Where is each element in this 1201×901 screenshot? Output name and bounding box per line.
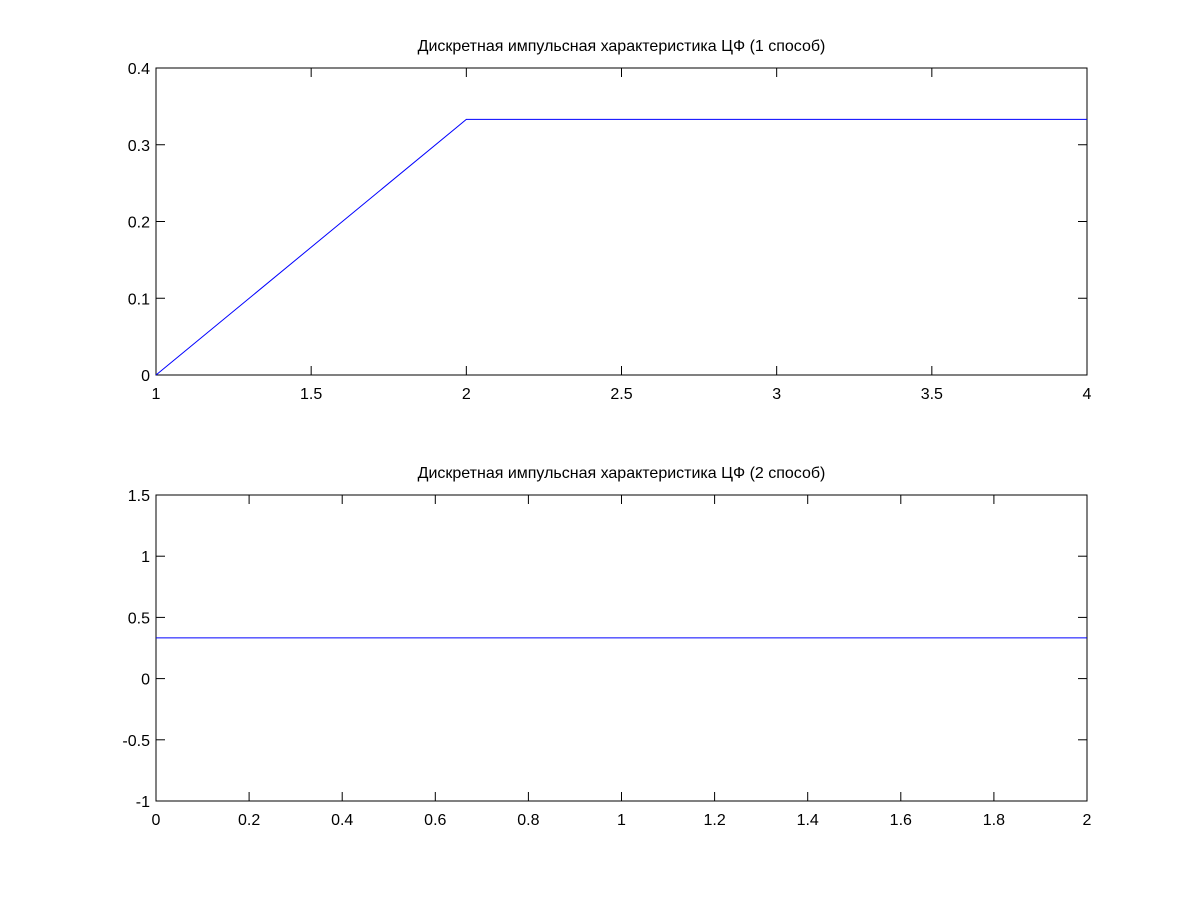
x-tick-label: 1.4 <box>797 812 819 829</box>
x-tick-label: 1.6 <box>890 812 912 829</box>
axes-box <box>155 67 1088 376</box>
y-tick-label: 0.4 <box>128 61 150 78</box>
y-tick-label: 0.1 <box>128 291 150 308</box>
y-tick-label: 0.3 <box>128 138 150 155</box>
y-tick-label: 0 <box>141 368 150 385</box>
chart-title: Дискретная импульсная характеристика ЦФ … <box>418 465 826 482</box>
x-tick-label: 2 <box>462 386 471 403</box>
y-tick-label: 1 <box>141 549 150 566</box>
x-tick-label: 1 <box>152 386 161 403</box>
x-tick-label: 3.5 <box>921 386 943 403</box>
y-tick-label: -1 <box>136 794 150 811</box>
x-tick-label: 1.5 <box>300 386 322 403</box>
y-tick-label: 1.5 <box>128 488 150 505</box>
axes-box <box>155 494 1088 802</box>
x-tick-label: 0 <box>152 812 161 829</box>
data-line <box>155 118 1087 376</box>
x-tick-label: 1 <box>617 812 626 829</box>
x-tick-label: 0.8 <box>517 812 539 829</box>
x-tick-label: 0.6 <box>424 812 446 829</box>
y-tick-label: 0 <box>141 672 150 689</box>
y-tick-label: 0.2 <box>128 215 150 232</box>
x-tick-label: 2 <box>1083 812 1092 829</box>
x-tick-label: 1.8 <box>983 812 1005 829</box>
x-tick-label: 2.5 <box>610 386 632 403</box>
x-tick-label: 0.2 <box>238 812 260 829</box>
x-tick-label: 1.2 <box>703 812 725 829</box>
chart-title: Дискретная импульсная характеристика ЦФ … <box>418 38 826 55</box>
x-tick-label: 3 <box>772 386 781 403</box>
x-tick-label: 0.4 <box>331 812 353 829</box>
x-tick-label: 4 <box>1083 386 1092 403</box>
y-tick-label: 0.5 <box>128 610 150 627</box>
y-tick-label: -0.5 <box>122 733 150 750</box>
